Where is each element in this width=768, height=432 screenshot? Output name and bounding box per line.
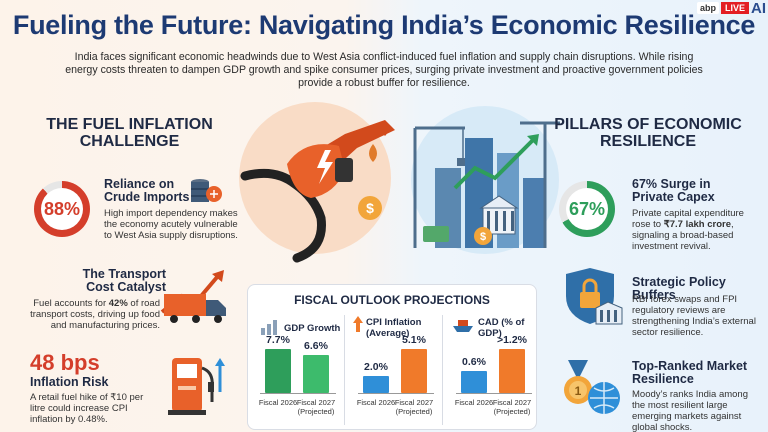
fiscal-bar-label: 7.7% [266,334,290,346]
fiscal-bar-caption: Fiscal 2027 (Projected) [296,398,336,416]
fiscal-bar-label: >1.2% [496,334,528,346]
truck-icon [160,270,226,323]
city-growth-illustration: $ [411,106,560,254]
crude-import-title: Reliance on Crude Imports [104,177,190,204]
crude-import-ring: 88% [34,181,90,237]
svg-text:1: 1 [575,384,582,398]
fiscal-bar-caption: Fiscal 2026 [454,398,494,407]
fiscal-baseline [358,393,434,394]
fiscal-baseline [456,393,532,394]
capex-text-pre: Private capital expenditure rose to [632,208,744,230]
fiscal-bar [363,375,389,393]
intro-text: India faces significant economic headwin… [65,51,703,89]
fiscal-bar-label: 0.6% [462,356,486,368]
page-title: Fueling the Future: Navigating India’s E… [12,10,756,40]
ship-icon [453,320,473,332]
fiscal-outlook-title: FISCAL OUTLOOK PROJECTIONS [294,293,490,307]
transport-text-bold: 42% [108,298,128,309]
fiscal-bar-label: 6.6% [304,340,328,353]
brand-badge: abp LIVE AI [696,0,768,17]
brand-ai: AI [751,0,766,17]
capex-text: Private capital expenditure rose to ₹7.7… [632,208,760,252]
capex-title: 67% Surge in Private Capex [632,177,715,204]
fiscal-bar-label: 2.0% [364,360,388,373]
fiscal-divider [442,315,443,425]
fiscal-bar [401,349,427,393]
shield-lock-icon [566,268,623,325]
gdp-label: GDP Growth [284,323,341,334]
capex-percent: 67% [566,188,608,230]
svg-text:$: $ [480,231,486,243]
left-section-heading: THE FUEL INFLATION CHALLENGE [46,116,213,150]
fiscal-bar [303,355,329,393]
transport-title: The Transport Cost Catalyst [82,267,166,294]
right-section-heading: PILLARS OF ECONOMIC RESILIENCE [554,116,742,150]
transport-text-post: of road transport costs, driving up food… [30,298,160,331]
fiscal-outlook-card: FISCAL OUTLOOK PROJECTIONS GDP Growth CP… [247,284,537,430]
oil-barrel-icon [191,179,222,202]
up-arrow-icon [353,316,363,332]
live-badge: LIVE [720,2,749,14]
fiscal-bar-caption: Fiscal 2026 [356,398,396,407]
transport-text-pre: Fuel accounts for [33,298,109,309]
fiscal-baseline [260,393,336,394]
market-resilience-title: Top-Ranked Market Resilience [632,359,748,386]
capex-text-bold: ₹7.7 lakh crore [663,219,731,230]
fiscal-bar [499,349,525,393]
cad-label: CAD (% of GDP) [478,317,525,339]
fiscal-bar-caption: Fiscal 2027 (Projected) [492,398,532,416]
fiscal-divider [344,315,345,425]
fiscal-bar [461,371,487,393]
fiscal-bar-caption: Fiscal 2026 [258,398,298,407]
inflation-risk-stat: 48 bps [30,350,100,375]
crude-import-text: High import dependency makes the economy… [104,208,238,241]
capex-text-post: , signaling a broad-based investment rev… [632,219,734,252]
fuel-pump-icon [168,358,225,415]
inflation-risk-title: Inflation Risk [30,375,109,389]
fiscal-bar-caption: Fiscal 2027 (Projected) [394,398,434,416]
inflation-risk-text: A retail fuel hike of ₹10 per litre coul… [30,392,144,425]
fiscal-bar-label: 5.1% [402,334,426,346]
brand-abp: abp [696,2,719,14]
policy-buffers-text: RBI forex swaps and FPI regulatory revie… [632,294,756,338]
capex-ring: 67% [559,181,615,237]
market-resilience-text: Moody’s ranks India among the most resil… [632,389,748,432]
bar-growth-icon [261,320,277,335]
crude-import-percent: 88% [41,188,83,230]
medal-globe-icon: 1 [564,360,620,414]
transport-text: Fuel accounts for 42% of road transport … [30,298,160,331]
fuel-nozzle-illustration: $ [239,102,395,263]
svg-text:$: $ [366,200,374,216]
cpi-label: CPI Inflation (Average) [366,317,422,339]
fiscal-bar [265,349,291,393]
policy-buffers-title: Strategic Policy Buffers [632,275,726,302]
